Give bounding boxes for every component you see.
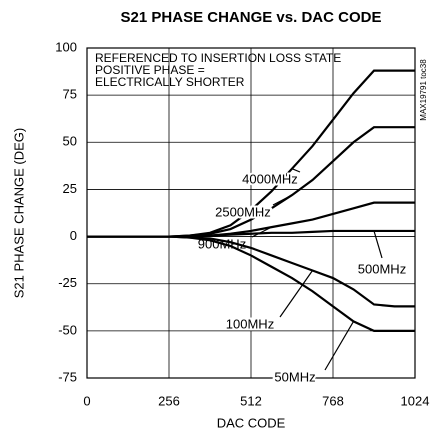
x-axis-label: DAC CODE (217, 415, 286, 430)
y-tick-label: 50 (63, 134, 77, 149)
series-label: 2500MHz (215, 204, 271, 219)
annotation: REFERENCED TO INSERTION LOSS STATE (95, 51, 341, 65)
arrow (291, 168, 301, 173)
arrow (373, 230, 383, 259)
x-tick-label: 1024 (401, 393, 430, 408)
x-tick-label: 0 (83, 393, 90, 408)
arrow (324, 321, 355, 371)
figure-id: MAX19791 toc38 (419, 59, 428, 121)
series-label: 500MHz (358, 261, 406, 276)
y-tick-label: 100 (55, 39, 77, 54)
x-tick-label: 768 (322, 393, 344, 408)
plot-frame (86, 47, 416, 379)
series-label: 4000MHz (242, 171, 298, 186)
data-line (87, 235, 415, 332)
y-tick-label: 0 (70, 228, 77, 243)
arrow (251, 226, 272, 238)
y-tick-label: -50 (58, 322, 77, 337)
x-tick-label: 512 (240, 393, 262, 408)
y-tick-label: 25 (63, 181, 77, 196)
annotation: ELECTRICALLY SHORTER (95, 75, 245, 89)
y-axis-label: S21 PHASE CHANGE (DEG) (11, 128, 26, 299)
y-tick-label: -25 (58, 275, 77, 290)
series-label: 100MHz (226, 316, 274, 331)
arrow (279, 270, 313, 318)
chart-title: S21 PHASE CHANGE vs. DAC CODE (121, 9, 382, 26)
y-tick-label: 75 (63, 87, 77, 102)
y-tick-label: -75 (58, 369, 77, 384)
arrow (272, 194, 293, 206)
x-tick-label: 256 (158, 393, 180, 408)
annotation: POSITIVE PHASE = (95, 63, 205, 77)
series-label: 50MHz (274, 369, 315, 384)
